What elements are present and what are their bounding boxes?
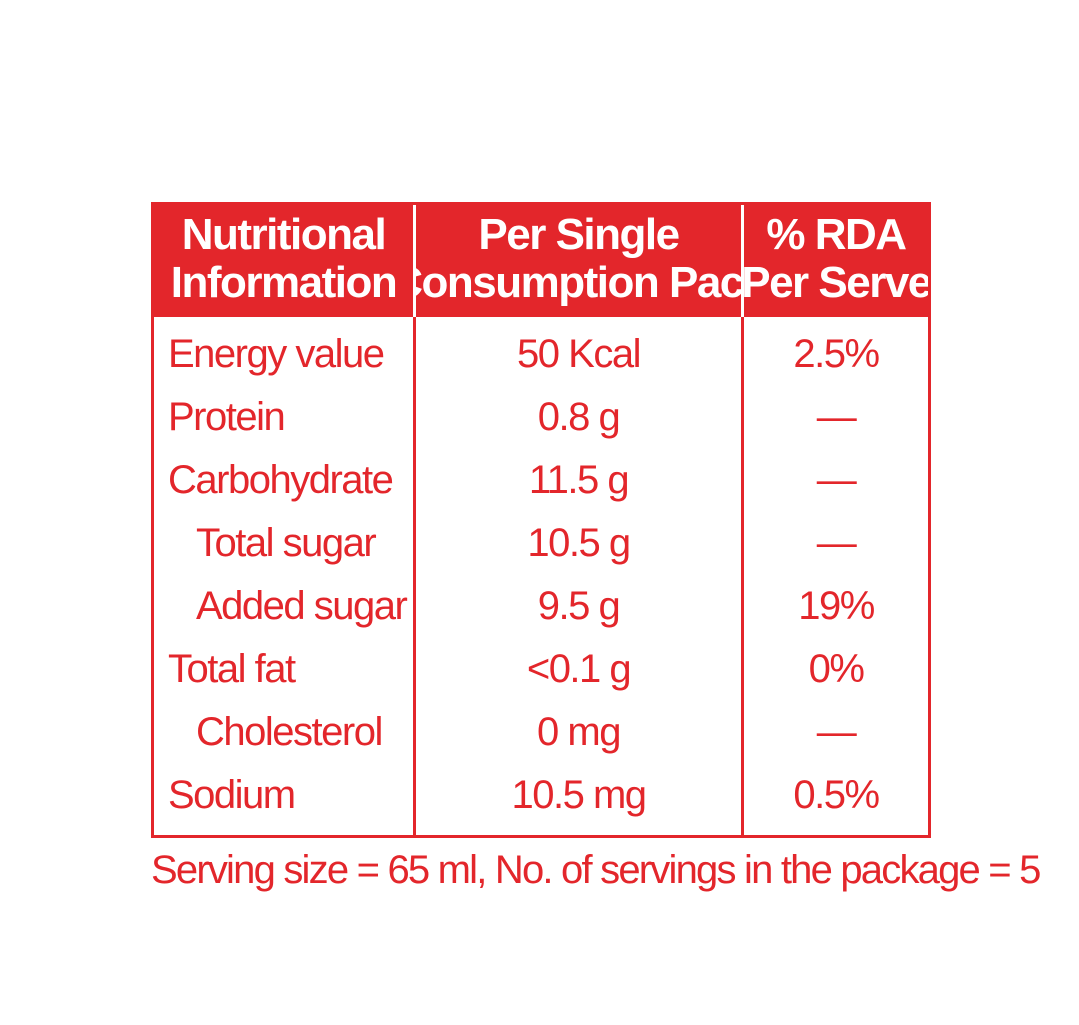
header-rda: % RDA Per Serve [744, 205, 928, 317]
header-pack-line1: Per Single [478, 210, 680, 259]
nutrient-amount: 9.5 g [537, 584, 621, 628]
nutrient-rda: — [816, 521, 857, 565]
header-rda-line2: Per Serve [744, 258, 928, 307]
header-nutrient: Nutritional Information [154, 205, 413, 317]
nutrition-table: Nutritional Information Per Single Consu… [151, 202, 931, 838]
nutrient-name: Total fat [168, 647, 296, 691]
nutrient-name: Added sugar [196, 584, 408, 628]
nutrient-rda: 2.5% [793, 332, 880, 376]
nutrient-rda: 0.5% [793, 773, 880, 817]
amount-column: 50 Kcal 0.8 g 11.5 g 10.5 g 9.5 g <0.1 g… [413, 317, 744, 835]
nutrient-name: Carbohydrate [168, 458, 394, 502]
nutrient-name: Total sugar [196, 521, 377, 565]
header-nutrient-line2: Information [170, 258, 398, 307]
rda-column: 2.5% — — — 19% 0% — 0.5% [744, 317, 928, 835]
header-pack-line2: Consumption Pack [413, 258, 743, 307]
nutrient-name: Cholesterol [196, 710, 383, 754]
nutrition-label: Nutritional Information Per Single Consu… [151, 202, 1041, 894]
header-per-pack: Per Single Consumption Pack [413, 205, 744, 317]
nutrient-amount: 0.8 g [537, 395, 621, 439]
nutrient-rda: — [816, 458, 857, 502]
nutrient-rda: 19% [798, 584, 875, 628]
nutrient-name-column: Energy value Protein Carbohydrate Total … [154, 317, 413, 835]
header-nutrient-line1: Nutritional [181, 210, 387, 259]
nutrient-name: Energy value [168, 332, 385, 376]
nutrient-rda: — [816, 395, 857, 439]
nutrient-name: Protein [168, 395, 286, 439]
nutrient-name: Sodium [168, 773, 296, 817]
nutrient-amount: <0.1 g [526, 647, 632, 691]
serving-footnote: Serving size = 65 ml, No. of servings in… [151, 848, 1041, 892]
header-rda-line1: % RDA [766, 210, 907, 259]
nutrient-rda: — [816, 710, 857, 754]
nutrient-amount: 0 mg [537, 710, 621, 754]
nutrient-rda: 0% [808, 647, 865, 691]
nutrient-amount: 10.5 g [527, 521, 631, 565]
nutrient-amount: 50 Kcal [517, 332, 641, 376]
nutrient-amount: 11.5 g [528, 458, 630, 502]
nutrient-amount: 10.5 mg [511, 773, 647, 817]
